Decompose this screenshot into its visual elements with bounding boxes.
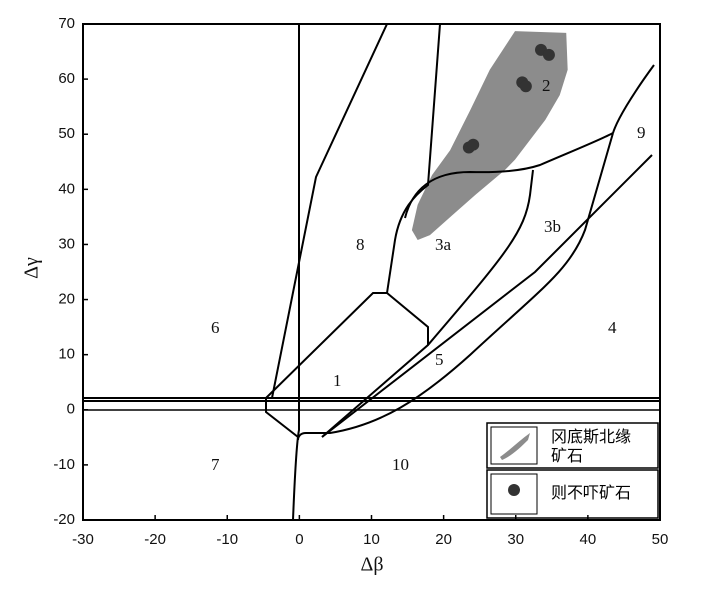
ore-point — [467, 138, 480, 151]
legend-swatch — [508, 484, 520, 496]
field-label: 6 — [211, 318, 220, 337]
x-tick-label: 50 — [652, 531, 669, 548]
ore-point — [519, 80, 532, 93]
x-tick-label: -30 — [72, 531, 94, 548]
field-label: 3a — [435, 235, 452, 254]
x-tick-label: 30 — [507, 531, 524, 548]
field-label: 1 — [333, 371, 342, 390]
field-label: 7 — [211, 455, 220, 474]
legend-swatch-box — [490, 473, 538, 515]
field-label: 9 — [637, 123, 646, 142]
y-tick-label: 60 — [58, 70, 75, 87]
x-tick-label: -10 — [216, 531, 238, 548]
ore-point — [542, 48, 555, 61]
y-tick-label: 50 — [58, 125, 75, 142]
x-axis-label: Δβ — [360, 554, 383, 576]
x-tick-label: -20 — [144, 531, 166, 548]
y-axis-label: Δγ — [21, 257, 43, 279]
field-label: 2 — [542, 76, 551, 95]
x-tick-label: 20 — [435, 531, 452, 548]
field-label: 8 — [356, 235, 365, 254]
y-tick-label: 0 — [67, 401, 75, 418]
y-tick-label: 70 — [58, 15, 75, 32]
field-label: 5 — [435, 350, 444, 369]
x-tick-label: 40 — [580, 531, 597, 548]
y-tick-label: 40 — [58, 180, 75, 197]
y-tick-label: -20 — [53, 511, 75, 528]
field-label: 4 — [608, 318, 617, 337]
y-tick-label: 30 — [58, 235, 75, 252]
y-tick-label: -10 — [53, 456, 75, 473]
ore-region — [411, 31, 568, 241]
field-label: 3b — [544, 217, 561, 236]
legend-label: 则不吓矿石 — [551, 483, 632, 502]
y-tick-label: 20 — [58, 291, 75, 308]
y-tick-label: 10 — [58, 346, 75, 363]
x-tick-label: 0 — [295, 531, 303, 548]
field-label: 10 — [392, 455, 409, 474]
legend-label: 冈底斯北缘矿石 — [551, 427, 632, 465]
legend-swatch-box — [490, 426, 538, 465]
legend-swatch — [500, 433, 530, 460]
field-boundaries — [83, 23, 660, 521]
x-tick-label: 10 — [363, 531, 380, 548]
